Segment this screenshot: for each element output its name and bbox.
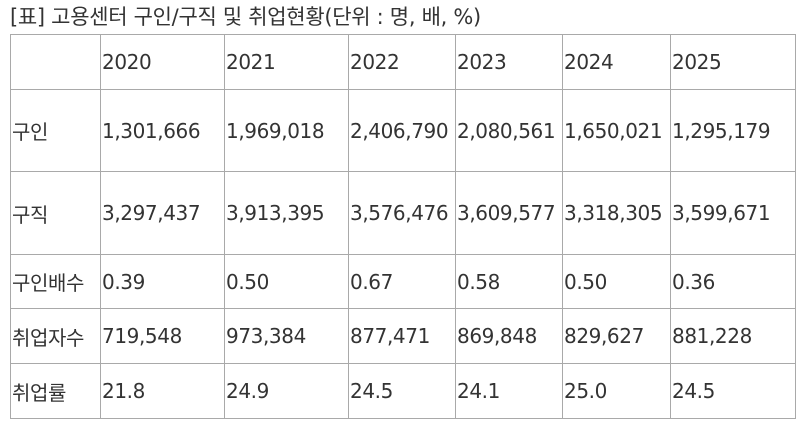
table-cell: 0.36 <box>670 254 796 309</box>
table-cell: 3,297,437 <box>100 171 225 255</box>
table-row: 구인 1,301,666 1,969,018 2,406,790 2,080,5… <box>10 89 796 172</box>
table-caption: [표] 고용센터 구인/구직 및 취업현황(단위 : 명, 배, %) <box>10 5 481 29</box>
table-row: 구직 3,297,437 3,913,395 3,576,476 3,609,5… <box>10 171 796 255</box>
column-header-2020: 2020 <box>100 34 225 90</box>
table-cell: 3,318,305 <box>562 171 671 255</box>
table-cell: 21.8 <box>100 363 225 419</box>
table-row: 취업률 21.8 24.9 24.5 24.1 25.0 24.5 <box>10 363 796 419</box>
table-cell: 0.67 <box>348 254 456 309</box>
table-cell: 3,599,671 <box>670 171 796 255</box>
header-row: 2020 2021 2022 2023 2024 2025 <box>10 34 796 90</box>
row-label-employed-count: 취업자수 <box>10 308 101 364</box>
table-row: 취업자수 719,548 973,384 877,471 869,848 829… <box>10 308 796 364</box>
table-cell: 1,969,018 <box>224 89 349 172</box>
corner-cell <box>10 34 101 90</box>
column-header-2023: 2023 <box>455 34 563 90</box>
table-cell: 829,627 <box>562 308 671 364</box>
table-cell: 3,913,395 <box>224 171 349 255</box>
table-cell: 973,384 <box>224 308 349 364</box>
table-cell: 869,848 <box>455 308 563 364</box>
table-cell: 2,406,790 <box>348 89 456 172</box>
table-cell: 0.39 <box>100 254 225 309</box>
table-cell: 24.5 <box>348 363 456 419</box>
table-cell: 3,609,577 <box>455 171 563 255</box>
table-cell: 1,301,666 <box>100 89 225 172</box>
row-label-job-seekers: 구직 <box>10 171 101 255</box>
table-cell: 1,295,179 <box>670 89 796 172</box>
table-cell: 24.1 <box>455 363 563 419</box>
table-cell: 2,080,561 <box>455 89 563 172</box>
column-header-2022: 2022 <box>348 34 456 90</box>
column-header-2025: 2025 <box>670 34 796 90</box>
column-header-2024: 2024 <box>562 34 671 90</box>
table-cell: 24.5 <box>670 363 796 419</box>
table-row: 구인배수 0.39 0.50 0.67 0.58 0.50 0.36 <box>10 254 796 309</box>
table-cell: 25.0 <box>562 363 671 419</box>
column-header-2021: 2021 <box>224 34 349 90</box>
table-cell: 0.58 <box>455 254 563 309</box>
table-cell: 0.50 <box>224 254 349 309</box>
row-label-employment-rate: 취업률 <box>10 363 101 419</box>
table-cell: 0.50 <box>562 254 671 309</box>
row-label-openings-ratio: 구인배수 <box>10 254 101 309</box>
table-cell: 719,548 <box>100 308 225 364</box>
table-cell: 24.9 <box>224 363 349 419</box>
table-cell: 877,471 <box>348 308 456 364</box>
table-cell: 3,576,476 <box>348 171 456 255</box>
table-cell: 1,650,021 <box>562 89 671 172</box>
employment-table: 2020 2021 2022 2023 2024 2025 구인 1,301,6… <box>10 34 796 419</box>
row-label-job-openings: 구인 <box>10 89 101 172</box>
table-cell: 881,228 <box>670 308 796 364</box>
